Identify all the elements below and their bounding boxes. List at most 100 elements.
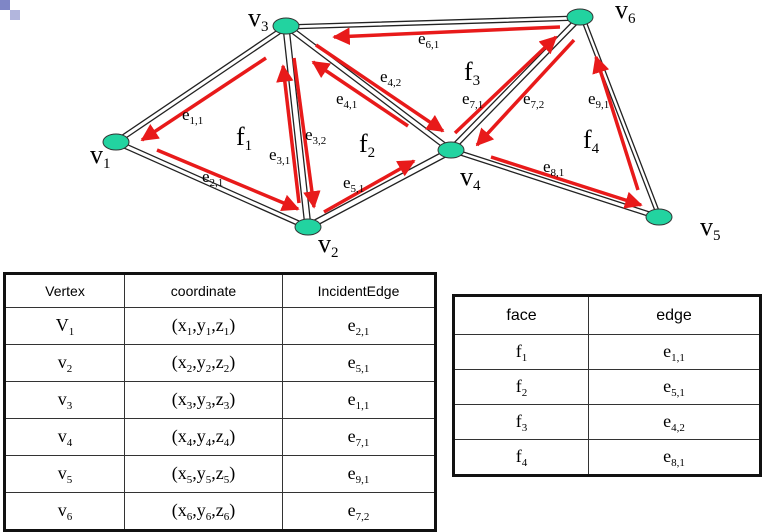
column-header: face [453, 295, 589, 335]
edge-label-e11: e1,1 [182, 105, 203, 127]
edge-label-e42: e4,2 [380, 67, 401, 89]
edge-cell-main: e [663, 375, 672, 396]
incident-edge-cell-sub: 1,1 [355, 399, 370, 412]
arrow-e41 [311, 60, 409, 128]
arrow-e61 [332, 25, 561, 46]
table-row: v5 (x5,y5,z5) e9,1 [4, 455, 436, 493]
face-cell: f2 [453, 369, 589, 405]
vertex-label-v1: v1 [90, 140, 111, 172]
incident-edge-cell: e9,1 [282, 455, 436, 493]
column-header: Vertex [4, 273, 125, 308]
column-header: coordinate [124, 273, 283, 308]
vertex-table-header: Vertex coordinate IncidentEdge [4, 273, 436, 308]
vertex-cell-sub: 2 [66, 362, 73, 375]
coord-var: y [196, 462, 206, 483]
arrow-e72 [475, 38, 576, 147]
incident-edge-cell-main: e [347, 462, 356, 483]
table-row: v3 (x3,y3,z3) e1,1 [4, 381, 436, 419]
coordinate-cell: (x5,y5,z5) [124, 455, 283, 493]
vertex-label-v3: v3 [248, 3, 269, 35]
coord-var: x [177, 425, 187, 446]
coord-sub: 4 [223, 436, 230, 449]
edge-v3-v6 [284, 15, 581, 30]
table-row: v2 (x2,y2,z2) e5,1 [4, 344, 436, 382]
edge-label-e91: e9,1 [588, 89, 609, 111]
vertex-cell: v6 [4, 492, 125, 531]
edge-cell: e4,2 [588, 404, 761, 440]
coordinate-cell: (x2,y2,z2) [124, 344, 283, 382]
vertex-cell: V1 [4, 307, 125, 345]
vertex-cell: v3 [4, 381, 125, 419]
table-row: f3 e4,2 [453, 404, 761, 440]
face-cell-main: f [515, 445, 522, 466]
coord-sub: 2 [223, 362, 230, 375]
edge-v1-v2 [114, 139, 309, 230]
vertex-cell: v5 [4, 455, 125, 493]
coord-var: y [196, 425, 206, 446]
arrow-e21 [156, 148, 300, 211]
coord-var: y [196, 388, 206, 409]
table-row: v4 (x4,y4,z4) e7,1 [4, 418, 436, 456]
vertex-cell-sub: 4 [66, 436, 73, 449]
edge-cell: e8,1 [588, 439, 761, 476]
coord-var: x [177, 388, 187, 409]
vertex-table: Vertex coordinate IncidentEdge V1 (x1,y1,… [3, 272, 437, 532]
face-cell-main: f [515, 410, 522, 431]
coordinate-cell: (x4,y4,z4) [124, 418, 283, 456]
edge-v3-v4 [284, 23, 453, 153]
vertex-label-v6: v6 [615, 0, 636, 27]
arrow-e91 [592, 55, 640, 191]
vertex-node-v1 [102, 133, 130, 151]
coord-var: x [177, 314, 187, 335]
arrow-e71 [453, 35, 558, 135]
incident-edge-cell: e1,1 [282, 381, 436, 419]
edge-label-e21: e2,1 [202, 167, 223, 189]
face-cell: f1 [453, 334, 589, 370]
coord-sub: 6 [186, 510, 193, 523]
coord-var: x [177, 462, 187, 483]
edge-label-e32: e3,2 [305, 125, 326, 147]
coord-var: y [196, 351, 206, 372]
face-labels: f1 f2 f3 f4 [236, 57, 600, 161]
incident-edge-cell: e5,1 [282, 344, 436, 382]
vertex-cell-sub: 1 [68, 325, 75, 338]
incident-edge-cell-main: e [347, 499, 356, 520]
coord-var: z [215, 425, 224, 446]
arrow-e31 [276, 64, 301, 204]
vertex-cell-sub: 3 [66, 399, 73, 412]
vertex-cell-main: v [57, 462, 67, 483]
corner-decoration [10, 10, 20, 20]
coord-sub: 2 [205, 362, 212, 375]
table-row: f4 e8,1 [453, 439, 761, 476]
face-table-header: face edge [453, 295, 761, 335]
coord-sub: 3 [223, 399, 230, 412]
coord-sub: 1 [186, 325, 193, 338]
face-cell: f4 [453, 439, 589, 476]
face-label-f4: f4 [583, 125, 600, 157]
vertex-node-v4 [437, 141, 465, 159]
vertex-cell: v2 [4, 344, 125, 382]
coord-var: z [215, 499, 224, 520]
vertex-cell-main: v [57, 499, 67, 520]
edge-label-e31: e3,1 [269, 145, 290, 167]
incident-edge-cell-sub: 5,1 [355, 362, 370, 375]
incident-edge-cell: e2,1 [282, 307, 436, 345]
face-cell: f3 [453, 404, 589, 440]
face-cell-sub: 1 [521, 351, 528, 364]
vertex-label-v5: v5 [700, 212, 721, 244]
vertex-node-v5 [645, 208, 673, 226]
column-header: edge [588, 295, 761, 335]
face-cell-sub: 3 [521, 421, 528, 434]
coord-sub: 2 [186, 362, 193, 375]
arrow-e81 [490, 155, 643, 209]
edge-cell-sub: 1,1 [671, 351, 685, 364]
edge-label-e72: e7,2 [523, 89, 544, 111]
edge-label-e41: e4,1 [336, 89, 357, 111]
edge-label-e51: e5,1 [343, 173, 364, 195]
incident-edge-cell-main: e [347, 351, 356, 372]
table-row: v6 (x6,y6,z6) e7,2 [4, 492, 436, 531]
edge-cell: e1,1 [588, 334, 761, 370]
edge-v2-v4 [306, 147, 454, 230]
coord-var: z [215, 351, 224, 372]
edge-label-e71: e7,1 [462, 89, 483, 111]
